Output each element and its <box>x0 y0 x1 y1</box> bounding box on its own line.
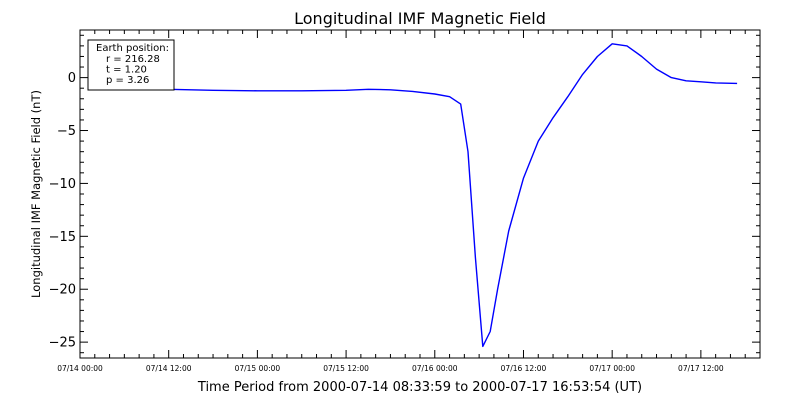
chart-title: Longitudinal IMF Magnetic Field <box>294 9 546 28</box>
x-tick-label: 07/15 00:00 <box>235 364 281 373</box>
x-tick-label: 07/14 12:00 <box>146 364 192 373</box>
series-line <box>143 43 738 348</box>
x-tick-label: 07/16 12:00 <box>501 364 547 373</box>
plot-frame <box>79 29 761 359</box>
x-tick-label: 07/16 00:00 <box>412 364 458 373</box>
plot-area <box>79 29 761 359</box>
y-tick-label: −10 <box>49 177 76 192</box>
legend-heading: Earth position: <box>96 43 169 54</box>
x-tick-label: 07/17 12:00 <box>678 364 724 373</box>
legend: Earth position: r = 216.28 t = 1.20 p = … <box>87 39 175 91</box>
legend-box <box>87 39 175 91</box>
y-tick-label: 0 <box>68 71 76 86</box>
axis-ticks <box>79 30 761 358</box>
y-tick-label: −20 <box>49 283 76 298</box>
legend-line-p: p = 3.26 <box>106 75 149 86</box>
x-tick-label: 07/14 00:00 <box>57 364 103 373</box>
legend-line-t: t = 1.20 <box>106 65 147 76</box>
series-group <box>143 43 738 348</box>
y-tick-label: −15 <box>49 230 76 245</box>
y-tick-label: −5 <box>57 124 76 139</box>
y-tick-labels: 0 −5 −10 −15 −20 −25 <box>49 71 76 351</box>
legend-line-r: r = 216.28 <box>106 54 160 65</box>
x-tick-label: 07/15 12:00 <box>323 364 369 373</box>
x-tick-label: 07/17 00:00 <box>589 364 635 373</box>
y-tick-label: −25 <box>49 336 76 351</box>
y-axis-label: Longitudinal IMF Magnetic Field (nT) <box>29 90 43 298</box>
x-axis-label: Time Period from 2000-07-14 08:33:59 to … <box>197 380 642 395</box>
x-tick-labels: 07/14 00:00 07/14 12:00 07/15 00:00 07/15 1… <box>57 364 724 373</box>
